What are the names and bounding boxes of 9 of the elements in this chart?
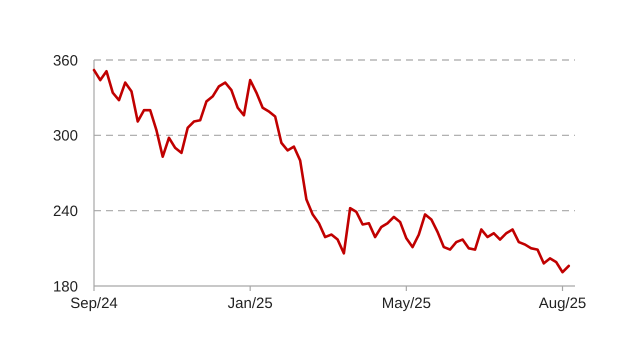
y-tick-label: 360 [52, 52, 78, 70]
y-tick-label: 180 [52, 278, 78, 296]
line-series [92, 68, 570, 274]
y-tick-label: 300 [52, 128, 78, 145]
x-tick-label: Jan/25 [228, 295, 273, 312]
x-tick-label: Sep/24 [70, 295, 118, 312]
x-tick-label: Aug/25 [538, 295, 586, 312]
x-tick-label: May/25 [382, 295, 431, 312]
y-tick-label: 240 [52, 202, 78, 220]
